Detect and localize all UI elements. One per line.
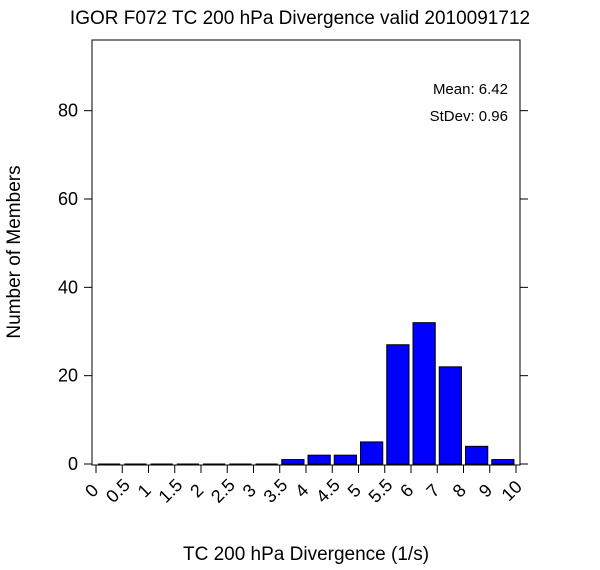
x-tick-label: 7 bbox=[422, 480, 443, 501]
x-tick-label: 0 bbox=[81, 480, 102, 501]
y-tick-label: 40 bbox=[58, 277, 78, 297]
y-tick-label: 60 bbox=[58, 189, 78, 209]
histogram-bar bbox=[281, 459, 305, 465]
x-tick-label: 4.5 bbox=[312, 475, 344, 507]
x-tick-label: 1.5 bbox=[155, 475, 187, 507]
y-axis-label: Number of Members bbox=[4, 165, 25, 338]
histogram-bar bbox=[307, 454, 331, 465]
x-tick-label: 2 bbox=[186, 480, 207, 501]
histogram-bar bbox=[438, 366, 462, 465]
x-tick-label: 9 bbox=[475, 480, 496, 501]
x-tick-label: 3.5 bbox=[260, 475, 292, 507]
x-tick-label: 8 bbox=[449, 480, 470, 501]
x-tick-label: 3 bbox=[239, 480, 260, 501]
x-tick-label: 2.5 bbox=[207, 475, 239, 507]
x-axis-label: TC 200 hPa Divergence (1/s) bbox=[183, 544, 429, 565]
x-tick-label: 5.5 bbox=[365, 475, 397, 507]
x-tick-label: 1 bbox=[134, 480, 155, 501]
x-tick-label: 10 bbox=[498, 477, 526, 505]
histogram-bar bbox=[491, 459, 515, 465]
y-axis: 0 20 40 60 80 bbox=[58, 101, 528, 474]
histogram-bar bbox=[333, 454, 357, 465]
histogram-bar bbox=[465, 445, 489, 465]
histogram-bar bbox=[412, 322, 436, 465]
x-tick-label: 0.5 bbox=[102, 475, 134, 507]
histogram-bar bbox=[360, 441, 384, 465]
x-tick-label: 4 bbox=[291, 480, 312, 501]
histogram-bar bbox=[386, 344, 410, 465]
mean-annotation: Mean: 6.42 bbox=[433, 81, 508, 98]
bars bbox=[98, 322, 515, 465]
chart-title: IGOR F072 TC 200 hPa Divergence valid 20… bbox=[70, 8, 530, 29]
y-tick-label: 0 bbox=[68, 454, 78, 474]
x-tick-label: 5 bbox=[344, 480, 365, 501]
y-tick-label: 80 bbox=[58, 101, 78, 121]
y-tick-label: 20 bbox=[58, 366, 78, 386]
stdev-annotation: StDev: 0.96 bbox=[430, 108, 508, 125]
x-tick-label: 6 bbox=[396, 480, 417, 501]
x-axis: 0 0.5 1 1.5 2 2.5 3 3.5 4 4.5 5 5.5 6 7 8 9 10 bbox=[81, 465, 526, 507]
